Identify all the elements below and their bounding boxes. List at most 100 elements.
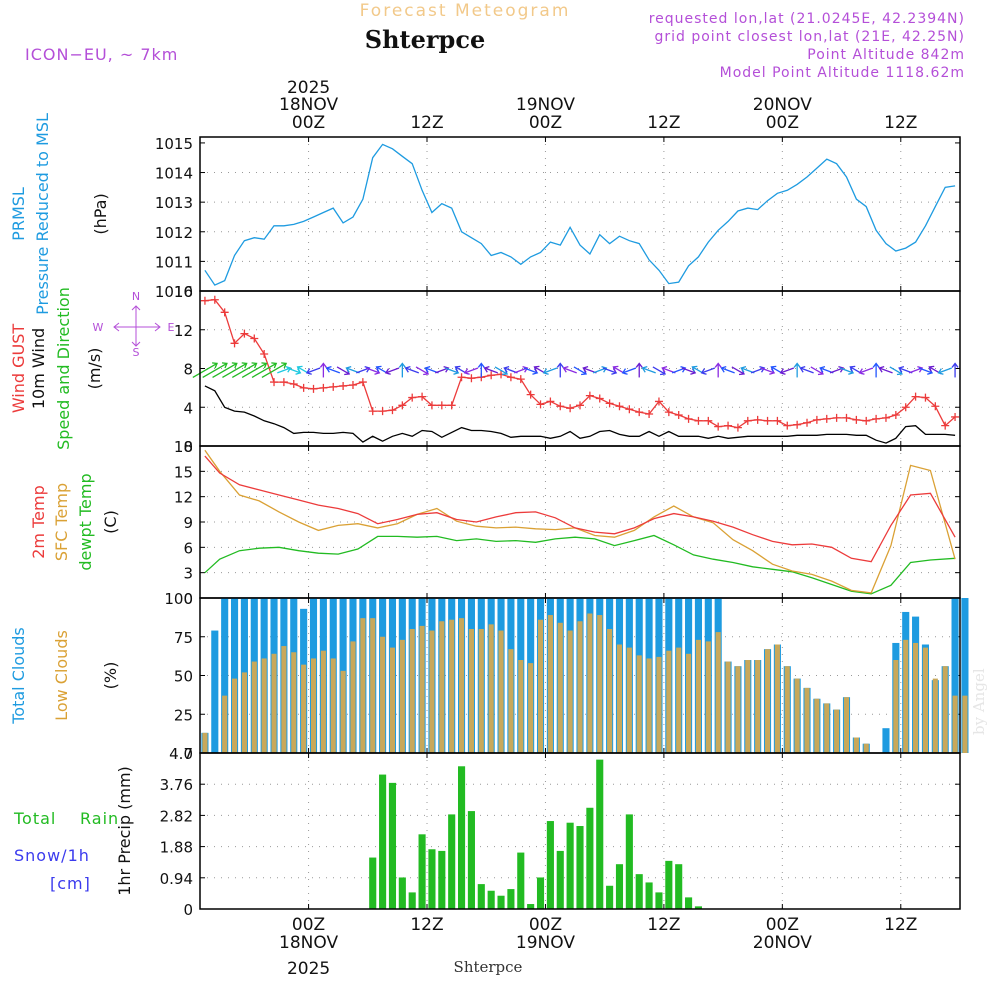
gust-marker bbox=[605, 399, 614, 408]
arrow-head bbox=[691, 365, 698, 372]
arrow-shaft bbox=[231, 362, 257, 379]
gust-marker bbox=[852, 415, 861, 424]
y-tick-label: 9 bbox=[183, 514, 193, 532]
sfc-temp-line bbox=[204, 449, 956, 594]
arrow-shaft bbox=[261, 362, 287, 379]
low-cloud-bar bbox=[281, 646, 287, 753]
y-tick-label: 1.88 bbox=[160, 839, 193, 857]
arrow-shaft bbox=[602, 367, 617, 374]
arrow-shaft bbox=[523, 367, 538, 374]
y-tick-label: 0.94 bbox=[160, 870, 193, 888]
gust-marker bbox=[487, 371, 496, 380]
arrow-head bbox=[917, 365, 924, 373]
y-tick-label: 25 bbox=[174, 706, 193, 724]
low-cloud-bar bbox=[320, 650, 326, 753]
arrow-head bbox=[345, 365, 352, 373]
arrow-head bbox=[878, 365, 885, 373]
arrow-shaft bbox=[306, 367, 321, 374]
arrow-head bbox=[838, 365, 845, 373]
rain-bar bbox=[507, 889, 515, 909]
arrow-head bbox=[384, 368, 391, 375]
arrow-head bbox=[503, 365, 510, 373]
arrow-head bbox=[241, 362, 248, 369]
y-tick-label: 8 bbox=[183, 361, 193, 379]
low-cloud-bar bbox=[528, 663, 534, 753]
low-cloud-bar bbox=[449, 619, 455, 753]
arrow-head bbox=[700, 368, 707, 375]
wind-direction-arrow bbox=[404, 365, 420, 374]
low-cloud-bar bbox=[508, 649, 514, 753]
y-tick-label: 16 bbox=[174, 283, 193, 301]
arrow-head bbox=[799, 365, 806, 373]
top-hour-label-5: 12Z bbox=[884, 113, 917, 133]
gust-marker bbox=[309, 384, 318, 393]
arrow-shaft bbox=[918, 367, 933, 374]
gust-marker bbox=[250, 334, 259, 343]
rain-bar bbox=[536, 877, 545, 909]
low-cloud-bar bbox=[370, 618, 376, 753]
arrow-head bbox=[779, 368, 786, 375]
low-cloud-bar bbox=[241, 672, 247, 753]
wind-direction-arrow bbox=[592, 365, 608, 374]
arrow-head bbox=[251, 362, 258, 369]
wind-direction-arrow bbox=[435, 365, 450, 374]
watermark: by Angel bbox=[970, 668, 988, 735]
compass-s: S bbox=[133, 346, 140, 359]
arrow-head bbox=[680, 365, 687, 373]
low-cloud-bar bbox=[814, 698, 820, 753]
gust-marker bbox=[921, 393, 930, 402]
wind-direction-arrow bbox=[878, 365, 893, 374]
gust-marker bbox=[881, 413, 890, 422]
arrow-head bbox=[621, 368, 628, 375]
bottom-hour-label-2: 00Z bbox=[529, 915, 562, 935]
wind-direction-arrow bbox=[398, 362, 406, 378]
low-cloud-bar bbox=[271, 653, 277, 753]
arrow-head bbox=[443, 365, 450, 373]
arrow-head bbox=[928, 365, 935, 372]
wind-direction-arrow bbox=[908, 365, 924, 374]
arrow-shaft bbox=[652, 366, 666, 375]
rain-bar bbox=[458, 766, 466, 909]
wind-direction-arrow bbox=[384, 367, 400, 375]
bottom-hour-label-3: 12Z bbox=[647, 915, 680, 935]
y-tick-label: 1015 bbox=[155, 135, 193, 153]
rain-bar bbox=[379, 774, 387, 909]
wind-direction-arrow bbox=[277, 365, 292, 374]
gust-marker bbox=[329, 382, 338, 391]
rain-bar bbox=[408, 892, 416, 909]
rain-bar bbox=[477, 884, 485, 909]
low-cloud-bar bbox=[439, 621, 445, 753]
bottom-hour-label-5: 12Z bbox=[884, 915, 917, 935]
temp-unit: (C) bbox=[101, 510, 120, 534]
arrow-shaft bbox=[573, 366, 587, 375]
gust-marker bbox=[635, 408, 644, 417]
gust-marker bbox=[704, 416, 713, 425]
arrow-shaft bbox=[642, 367, 656, 374]
gust-marker bbox=[753, 415, 762, 424]
arrow-head bbox=[305, 368, 312, 375]
gust-marker bbox=[645, 410, 654, 419]
arrow-head bbox=[562, 365, 569, 373]
panel-2: 0 3 6 9 12 15 18 2m Temp SFC Temp dewpt Temp (C) bbox=[29, 438, 961, 608]
arrow-head bbox=[281, 362, 288, 369]
low-cloud-bar bbox=[932, 678, 938, 753]
gust-marker bbox=[684, 414, 693, 423]
low-cloud-bar bbox=[764, 649, 771, 753]
arrow-shaft bbox=[494, 366, 508, 375]
clouds-label-low: Low Clouds bbox=[52, 630, 71, 721]
y-tick-label: 75 bbox=[174, 629, 193, 647]
gust-marker bbox=[348, 380, 357, 389]
low-cloud-bar bbox=[794, 678, 800, 753]
gust-marker bbox=[694, 416, 703, 425]
rain-bar bbox=[625, 814, 633, 909]
gust-marker bbox=[506, 373, 515, 382]
gust-marker bbox=[812, 415, 821, 424]
arrow-head bbox=[612, 365, 619, 372]
low-cloud-bar bbox=[547, 615, 553, 753]
gust-marker bbox=[319, 383, 328, 392]
precip-unit-label: 1hr Precip (mm) bbox=[115, 766, 134, 896]
model-point-altitude: Model Point Altitude 1118.62m bbox=[720, 65, 965, 81]
rain-bar bbox=[388, 782, 397, 909]
low-cloud-bar bbox=[310, 658, 317, 753]
